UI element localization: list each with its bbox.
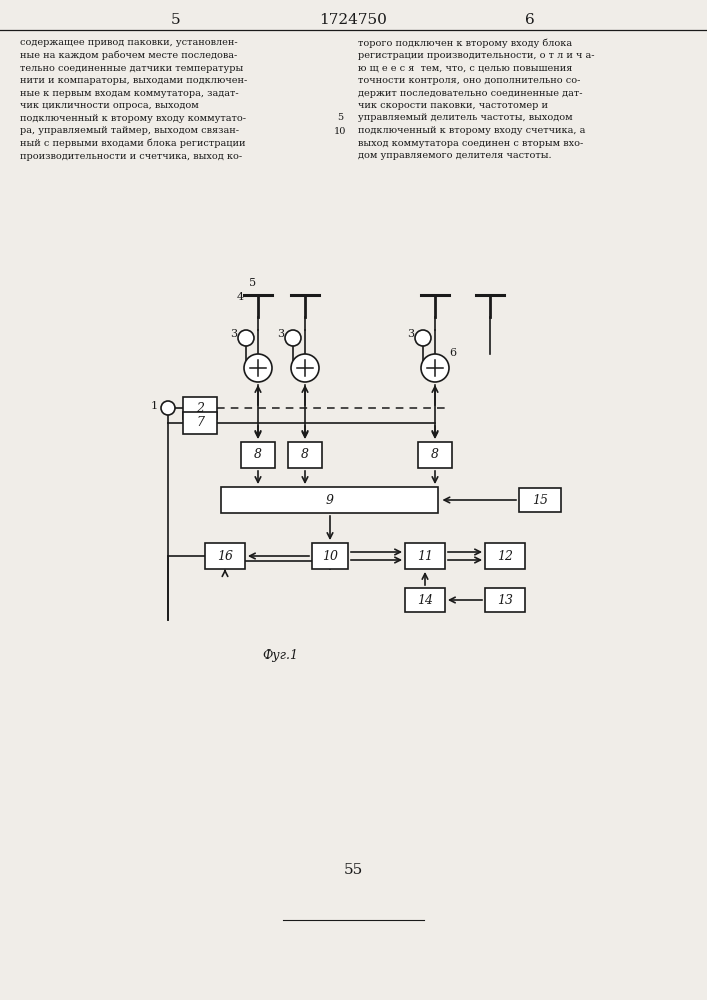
Text: 8: 8 bbox=[301, 448, 309, 462]
Bar bbox=[241, 442, 275, 468]
Text: 5: 5 bbox=[337, 112, 343, 121]
Text: 14: 14 bbox=[417, 593, 433, 606]
Circle shape bbox=[244, 354, 272, 382]
Bar bbox=[405, 543, 445, 569]
Bar bbox=[288, 442, 322, 468]
Text: 1: 1 bbox=[151, 401, 158, 411]
Text: 15: 15 bbox=[532, 493, 548, 506]
Circle shape bbox=[421, 354, 449, 382]
Bar bbox=[485, 543, 525, 569]
Circle shape bbox=[161, 401, 175, 415]
Text: 9: 9 bbox=[326, 493, 334, 506]
Text: 13: 13 bbox=[497, 593, 513, 606]
Bar bbox=[405, 588, 445, 612]
Text: 4: 4 bbox=[236, 292, 244, 302]
Text: содержащее привод паковки, установлен-
ные на каждом рабочем месте последова-
те: содержащее привод паковки, установлен- н… bbox=[20, 38, 247, 161]
Text: Фуг.1: Фуг.1 bbox=[262, 648, 298, 662]
Bar bbox=[418, 442, 452, 468]
Text: 55: 55 bbox=[344, 863, 363, 877]
Circle shape bbox=[415, 330, 431, 346]
Text: 5: 5 bbox=[250, 278, 257, 288]
Text: 10: 10 bbox=[322, 550, 338, 562]
Bar bbox=[485, 588, 525, 612]
Text: 8: 8 bbox=[431, 448, 439, 462]
Text: торого подключен к второму входу блока
регистрации производительности, о т л и ч: торого подключен к второму входу блока р… bbox=[358, 38, 595, 160]
Circle shape bbox=[285, 330, 301, 346]
Text: 5: 5 bbox=[171, 13, 181, 27]
Bar bbox=[519, 488, 561, 512]
Circle shape bbox=[238, 330, 254, 346]
Text: 6: 6 bbox=[525, 13, 535, 27]
Bar bbox=[312, 543, 348, 569]
Text: 3: 3 bbox=[277, 329, 284, 339]
Text: 12: 12 bbox=[497, 550, 513, 562]
Bar bbox=[205, 543, 245, 569]
Text: 7: 7 bbox=[196, 416, 204, 430]
Bar bbox=[221, 487, 438, 513]
Text: 11: 11 bbox=[417, 550, 433, 562]
Circle shape bbox=[291, 354, 319, 382]
Text: 10: 10 bbox=[334, 127, 346, 136]
Text: 3: 3 bbox=[230, 329, 238, 339]
Text: 2: 2 bbox=[196, 401, 204, 414]
Text: 8: 8 bbox=[254, 448, 262, 462]
Bar bbox=[183, 397, 217, 419]
Text: 6: 6 bbox=[450, 348, 457, 358]
Bar bbox=[183, 412, 217, 434]
Text: 1724750: 1724750 bbox=[320, 13, 387, 27]
Text: 16: 16 bbox=[217, 550, 233, 562]
Text: 3: 3 bbox=[407, 329, 414, 339]
